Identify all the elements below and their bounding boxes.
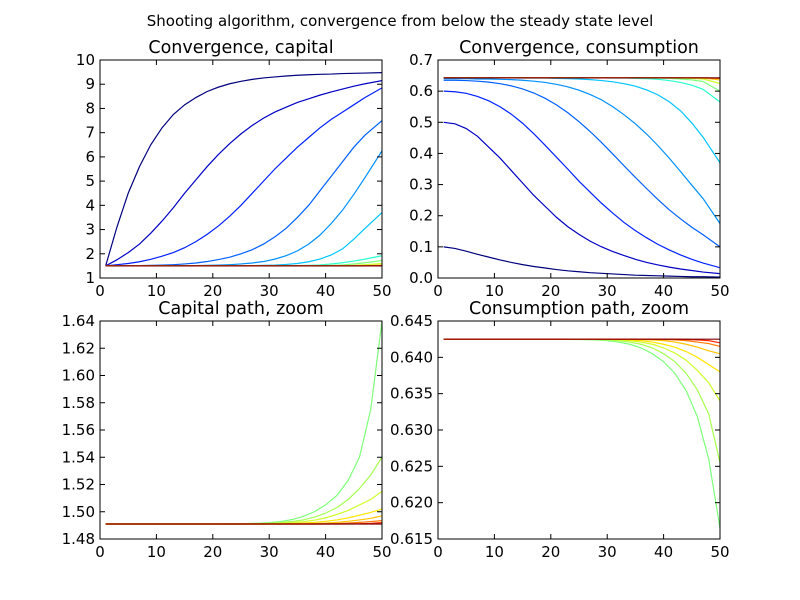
y-tick-label: 0.630 xyxy=(390,421,433,439)
y-tick-label: 0.640 xyxy=(390,348,433,366)
x-tick-label: 40 xyxy=(316,543,335,561)
x-tick-label: 10 xyxy=(147,543,166,561)
chart-title: Consumption path, zoom xyxy=(469,299,689,319)
y-tick-label: 0.2 xyxy=(409,207,433,225)
x-tick-label: 20 xyxy=(541,282,560,300)
y-tick-label: 1.58 xyxy=(62,394,95,412)
axes-frame xyxy=(99,59,383,279)
series-line-3 xyxy=(443,90,720,269)
x-tick-label: 30 xyxy=(260,543,279,561)
series-line-3 xyxy=(105,87,382,267)
x-tick-label: 40 xyxy=(316,282,335,300)
x-tick-label: 40 xyxy=(654,282,673,300)
chart-title: Capital path, zoom xyxy=(158,299,323,319)
y-tick-label: 6 xyxy=(85,148,95,166)
y-tick-label: 0.615 xyxy=(390,530,433,548)
series-line-4 xyxy=(105,120,382,267)
y-tick-label: 0.5 xyxy=(409,113,433,131)
axes-frame xyxy=(437,59,721,279)
y-tick-label: 0.7 xyxy=(409,51,433,69)
y-tick-label: 1.56 xyxy=(62,421,95,439)
y-tick-label: 1.64 xyxy=(62,312,95,330)
x-tick-label: 40 xyxy=(654,543,673,561)
y-tick-label: 1.48 xyxy=(62,530,95,548)
series-line-7 xyxy=(105,255,382,267)
chart-title: Convergence, capital xyxy=(148,38,333,58)
x-tick-label: 10 xyxy=(485,543,504,561)
series-line-1 xyxy=(105,72,382,267)
series-line-2 xyxy=(443,121,720,275)
x-tick-label: 50 xyxy=(372,543,391,561)
series-line-5 xyxy=(105,515,382,525)
y-tick-label: 0.645 xyxy=(390,312,433,330)
x-tick-label: 20 xyxy=(203,282,222,300)
y-tick-label: 0.6 xyxy=(409,82,433,100)
y-tick-label: 0.635 xyxy=(390,385,433,403)
y-tick-label: 0.3 xyxy=(409,176,433,194)
y-tick-label: 7 xyxy=(85,124,95,142)
x-tick-label: 20 xyxy=(203,543,222,561)
y-tick-label: 4 xyxy=(85,196,95,214)
y-tick-label: 1.52 xyxy=(62,476,95,494)
series-group xyxy=(105,321,382,525)
x-tick-label: 0 xyxy=(433,282,443,300)
figure-suptitle: Shooting algorithm, convergence from bel… xyxy=(147,12,654,30)
series-line-8 xyxy=(443,77,720,92)
y-tick-label: 1.50 xyxy=(62,503,95,521)
x-tick-label: 50 xyxy=(710,282,729,300)
x-tick-label: 50 xyxy=(710,543,729,561)
axes-frame xyxy=(437,320,721,540)
series-line-5 xyxy=(443,338,720,355)
x-tick-label: 10 xyxy=(147,282,166,300)
y-tick-label: 1.60 xyxy=(62,367,95,385)
y-tick-label: 1 xyxy=(85,269,95,287)
series-line-4 xyxy=(443,79,720,248)
x-tick-label: 0 xyxy=(95,282,105,300)
y-tick-label: 8 xyxy=(85,99,95,117)
chart-panel-2: 0 10 20 30 40 50 0.0 0.1 0.2 0.3 0.4 0.5 0.6 0.7 Conve… xyxy=(409,38,729,300)
y-tick-label: 0.1 xyxy=(409,238,433,256)
series-group xyxy=(443,338,720,529)
series-line-2 xyxy=(105,80,382,267)
series-line-6 xyxy=(443,77,720,164)
chart-panel-4: 0 10 20 30 40 50 0.615 0.620 0.625 0.630 0.635 0.64… xyxy=(390,299,730,561)
series-line-5 xyxy=(105,150,382,267)
x-tick-label: 10 xyxy=(485,282,504,300)
chart-panel-3: 0 10 20 30 40 50 1.48 1.50 1.52 1.54 1.56 1.58 1.60 1… xyxy=(62,299,392,561)
y-tick-label: 3 xyxy=(85,221,95,239)
series-group xyxy=(105,72,382,267)
y-tick-label: 5 xyxy=(85,172,95,190)
y-tick-label: 2 xyxy=(85,245,95,263)
y-tick-label: 0.625 xyxy=(390,457,433,475)
series-group xyxy=(443,77,720,278)
series-line-1 xyxy=(443,246,720,278)
x-tick-label: 30 xyxy=(260,282,279,300)
series-line-5 xyxy=(443,78,720,224)
x-tick-label: 30 xyxy=(598,282,617,300)
y-tick-label: 0.0 xyxy=(409,269,433,287)
y-tick-label: 0.4 xyxy=(409,144,433,162)
series-line-6 xyxy=(105,212,382,267)
x-tick-label: 30 xyxy=(598,543,617,561)
y-tick-label: 1.62 xyxy=(62,339,95,357)
x-tick-label: 0 xyxy=(433,543,443,561)
chart-title: Convergence, consumption xyxy=(459,38,699,58)
y-tick-label: 9 xyxy=(85,75,95,93)
x-tick-label: 20 xyxy=(541,543,560,561)
y-tick-label: 0.620 xyxy=(390,494,433,512)
series-line-1 xyxy=(443,338,720,529)
chart-panel-1: 0 10 20 30 40 50 1 2 3 4 5 6 7 8 9 10 Convergence, capit… xyxy=(76,38,392,300)
y-tick-label: 1.54 xyxy=(62,448,95,466)
x-tick-label: 0 xyxy=(95,543,105,561)
series-line-1 xyxy=(105,321,382,525)
y-tick-label: 10 xyxy=(76,51,95,69)
series-line-2 xyxy=(443,338,720,463)
x-tick-label: 50 xyxy=(372,282,391,300)
